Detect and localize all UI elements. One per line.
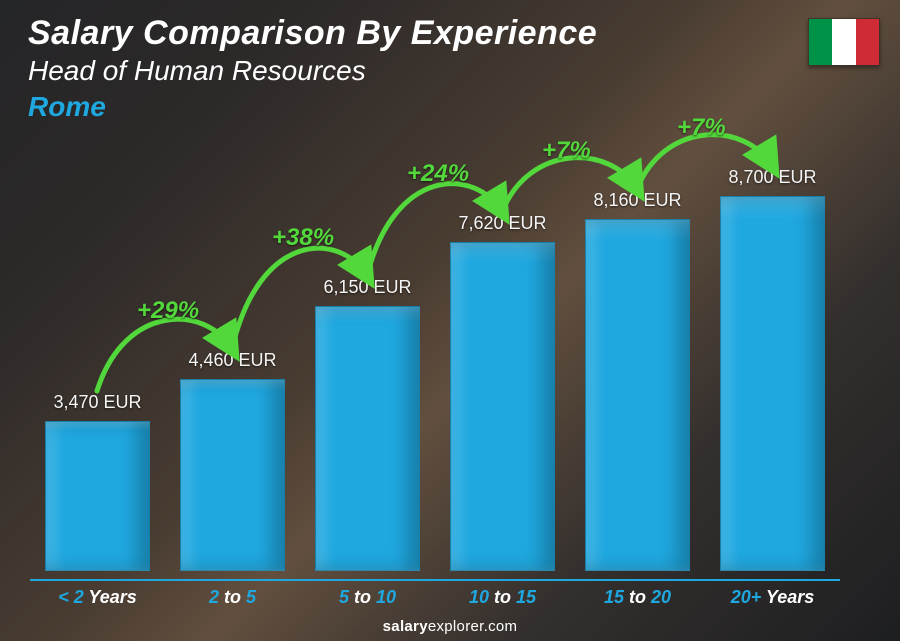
flag-stripe-2 [832,19,855,65]
footer-brand-rest: explorer.com [428,618,517,635]
bar [720,196,825,571]
chart-column: 8,160 EUR [570,160,705,571]
x-tick: 2 to 5 [165,587,300,608]
x-tick: 10 to 15 [435,587,570,608]
increase-pct-label: +29% [137,297,199,325]
chart-column: 6,150 EUR [300,160,435,571]
title-location: Rome [28,91,597,123]
increase-pct-label: +38% [272,224,334,252]
x-tick: < 2 Years [30,587,165,608]
bar-chart: 3,470 EUR4,460 EUR6,150 EUR7,620 EUR8,16… [30,160,840,571]
x-axis: < 2 Years2 to 55 to 1010 to 1515 to 2020… [30,579,840,613]
bar [585,219,690,571]
footer-brand: salaryexplorer.com [0,618,900,635]
chart-column: 3,470 EUR [30,160,165,571]
increase-pct-label: +7% [542,137,591,165]
bar [45,421,150,571]
flag-stripe-1 [809,19,832,65]
chart-column: 8,700 EUR [705,160,840,571]
title-block: Salary Comparison By Experience Head of … [28,14,597,123]
title-subtitle: Head of Human Resources [28,55,597,87]
bar [450,242,555,571]
country-flag-italy [808,18,880,66]
chart-column: 4,460 EUR [165,160,300,571]
increase-pct-label: +7% [677,114,726,142]
chart-column: 7,620 EUR [435,160,570,571]
bar [180,379,285,571]
x-tick: 15 to 20 [570,587,705,608]
increase-pct-label: +24% [407,160,469,188]
x-tick: 20+ Years [705,587,840,608]
x-tick: 5 to 10 [300,587,435,608]
title-main: Salary Comparison By Experience [28,14,597,53]
footer-brand-bold: salary [383,618,428,635]
bar [315,306,420,571]
flag-stripe-3 [856,19,879,65]
